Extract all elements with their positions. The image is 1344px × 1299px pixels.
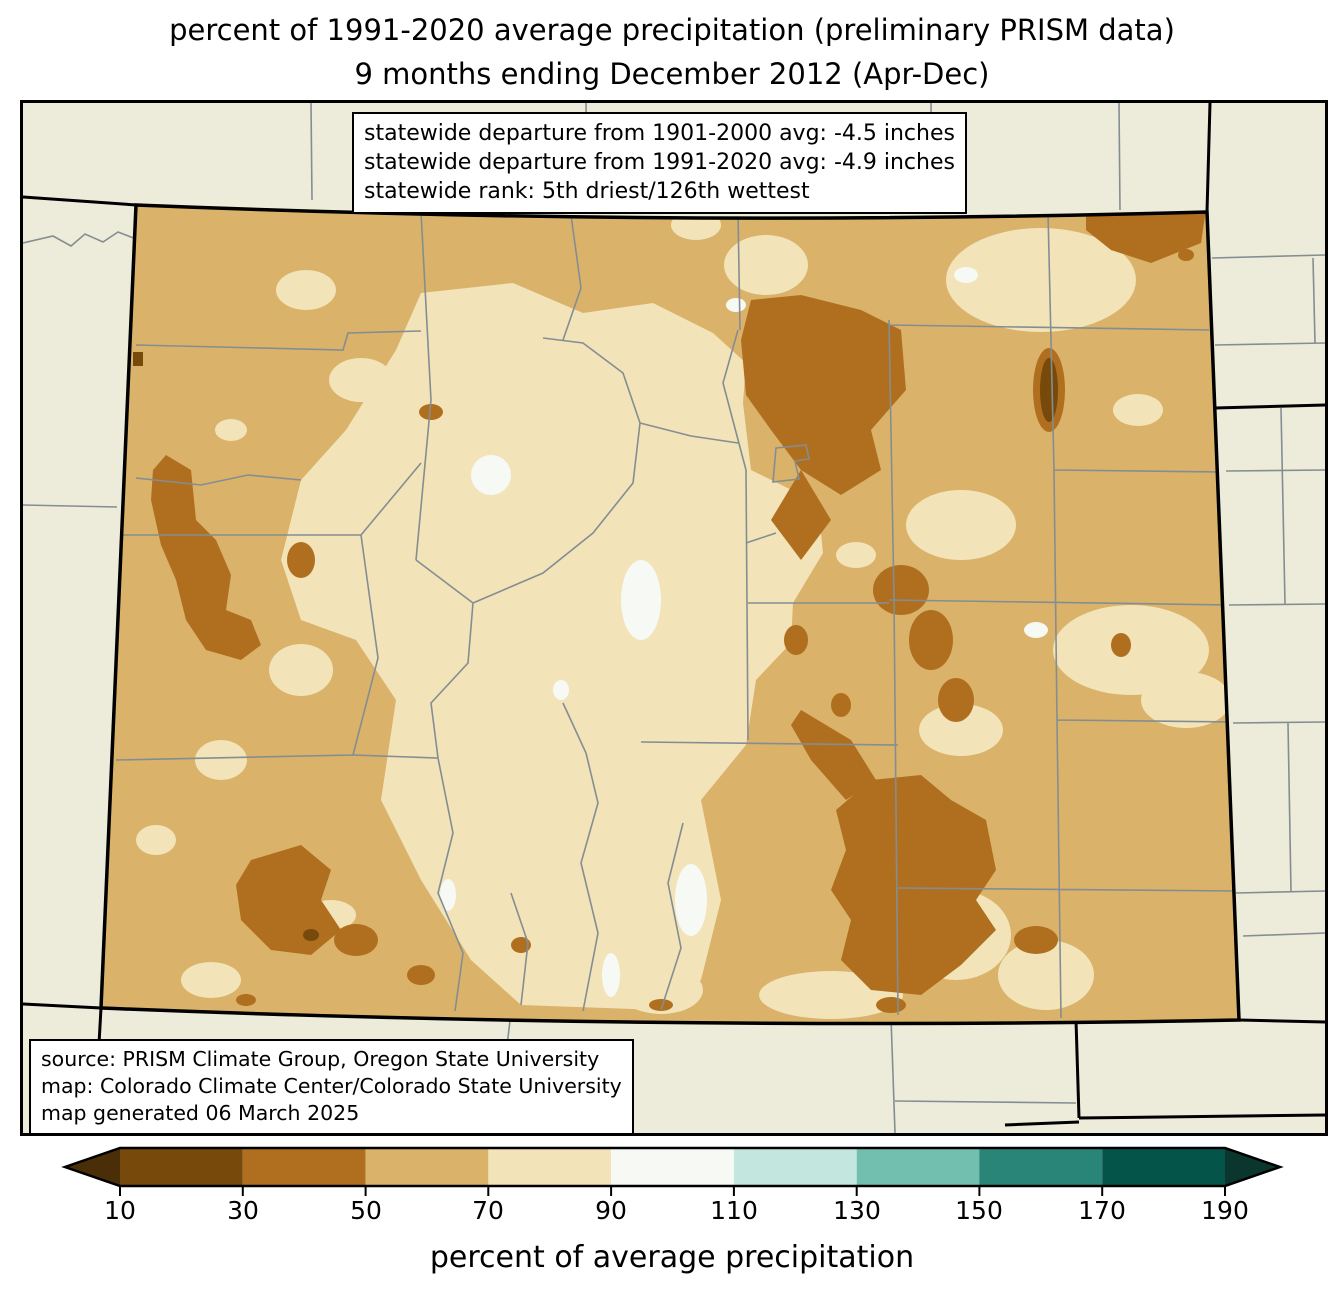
source-line-3: map generated 06 March 2025 bbox=[41, 1101, 360, 1125]
title-line-1: percent of 1991-2020 average precipitati… bbox=[169, 13, 1175, 47]
colorbar-segment-110-130 bbox=[733, 1148, 857, 1186]
source-credit-box: source: PRISM Climate Group, Oregon Stat… bbox=[29, 1039, 634, 1135]
stats-line-2: statewide departure from 1991-2020 avg: … bbox=[364, 150, 955, 175]
class-10-30-areas bbox=[133, 352, 1058, 941]
colorbar-tick-30: 30 bbox=[227, 1196, 259, 1225]
figure-title: percent of 1991-2020 average precipitati… bbox=[0, 8, 1344, 96]
colorbar-tick-marks bbox=[119, 1186, 1226, 1196]
colorado-state-border bbox=[99, 203, 1241, 1026]
colorbar-tick-170: 170 bbox=[1078, 1196, 1126, 1225]
colorbar-segment-30-50 bbox=[242, 1148, 366, 1186]
colorbar-segment-130-150 bbox=[856, 1148, 980, 1186]
colorbar-tick-90: 90 bbox=[595, 1196, 627, 1225]
colorbar-under-arrow bbox=[65, 1148, 120, 1186]
colorbar-over-arrow bbox=[1225, 1148, 1280, 1186]
map-axes-frame: statewide departure from 1901-2000 avg: … bbox=[20, 100, 1328, 1136]
stats-line-3: statewide rank: 5th driest/126th wettest bbox=[364, 179, 810, 204]
colorbar-segment-10-30 bbox=[120, 1148, 243, 1186]
source-line-1: source: PRISM Climate Group, Oregon Stat… bbox=[41, 1047, 600, 1071]
stats-line-1: statewide departure from 1901-2000 avg: … bbox=[364, 121, 955, 146]
colorbar-tick-190: 190 bbox=[1201, 1196, 1249, 1225]
colorbar-tick-110: 110 bbox=[710, 1196, 758, 1225]
statewide-stats-box: statewide departure from 1901-2000 avg: … bbox=[352, 112, 967, 214]
colorbar-segment-150-170 bbox=[979, 1148, 1103, 1186]
colorbar-axis-label: percent of average precipitation bbox=[429, 1240, 915, 1275]
colorbar-tick-50: 50 bbox=[350, 1196, 382, 1225]
colorado-county-lines bbox=[115, 211, 1238, 1019]
source-line-2: map: Colorado Climate Center/Colorado St… bbox=[41, 1074, 622, 1098]
colorbar-segment-50-70 bbox=[365, 1148, 489, 1186]
class-70-90-areas bbox=[136, 210, 1231, 1019]
colorado-fill-layers bbox=[101, 205, 1239, 1024]
colorbar-tick-130: 130 bbox=[833, 1196, 881, 1225]
class-90-110-areas bbox=[440, 267, 1048, 997]
colorbar-segment-70-90 bbox=[488, 1148, 612, 1186]
colorbar-tick-70: 70 bbox=[472, 1196, 504, 1225]
colorbar bbox=[61, 1146, 1284, 1196]
colorbar-tick-150: 150 bbox=[955, 1196, 1003, 1225]
precipitation-map bbox=[23, 103, 1325, 1133]
colorbar-segment-170-190 bbox=[1102, 1148, 1225, 1186]
colorbar-segment-90-110 bbox=[611, 1148, 734, 1186]
class-30-50-areas bbox=[151, 209, 1206, 1013]
colorbar-tick-10: 10 bbox=[104, 1196, 136, 1225]
title-line-2: 9 months ending December 2012 (Apr-Dec) bbox=[354, 57, 990, 91]
